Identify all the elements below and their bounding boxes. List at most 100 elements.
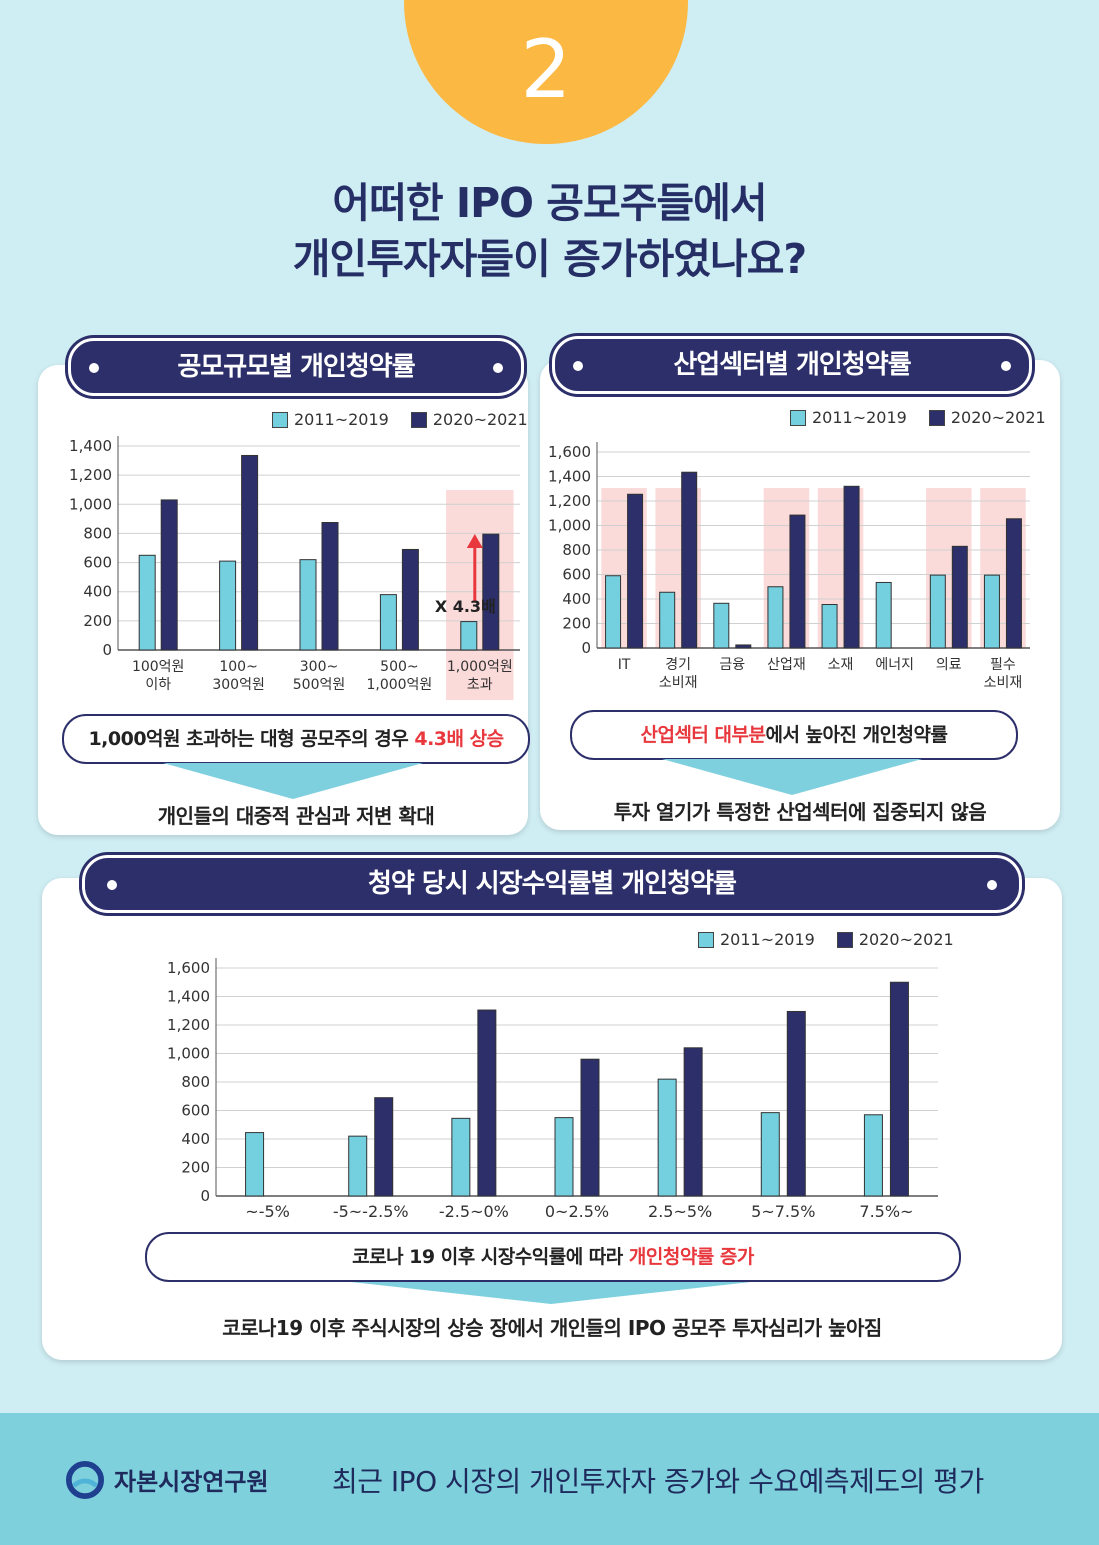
panel3-legend: 2011~2019 2020~2021	[698, 930, 954, 949]
y-tick-label: 1,400	[167, 988, 210, 1006]
multiplier-annotation: X 4.3배	[435, 597, 496, 616]
x-tick-label: 1,000억원	[366, 677, 432, 693]
legend-swatch-2020	[928, 409, 945, 426]
legend-swatch-2020	[836, 931, 853, 948]
bar-2011-2019	[348, 1135, 368, 1197]
footer	[0, 1413, 1099, 1545]
panel1-summary-highlight: 4.3배 상승	[414, 728, 504, 750]
bar-2011-2019	[138, 554, 156, 651]
panel1-arrow	[163, 763, 423, 799]
legend-label-2020: 2020~2021	[950, 408, 1046, 427]
bar-2011-2019	[863, 1114, 883, 1197]
panel2-arrow	[662, 759, 922, 795]
bar-2020-2021	[789, 514, 806, 649]
y-tick-label: 0	[200, 1187, 210, 1205]
panel1-note: 개인들의 대중적 관심과 저변 확대	[157, 804, 435, 828]
panel3-summary-highlight: 개인청약률 증가	[628, 1246, 754, 1268]
x-tick-label: -5~-2.5%	[333, 1202, 409, 1221]
bar-2011-2019	[245, 1132, 265, 1197]
return-bar-chart: 0 200 400 600 800 1,000 1,200 1,400 1,600 ~-5% -5~…	[167, 958, 938, 1221]
legend-label-2020: 2020~2021	[432, 410, 528, 429]
x-tick-label: 경기	[665, 657, 691, 673]
panel2-summary: 산업섹터 대부분에서 높아진 개인청약률	[570, 710, 1018, 760]
panel3-note: 코로나19 이후 주식시장의 상승 장에서 개인들의 IPO 공모주 투자심리가…	[222, 1316, 882, 1340]
y-tick-label: 200	[562, 615, 591, 633]
x-tick-label: 100억원	[132, 659, 184, 675]
y-tick-label: 200	[83, 612, 112, 630]
panel3-arrow	[351, 1282, 751, 1304]
bar-2020-2021	[321, 522, 339, 651]
bar-2020-2021	[951, 545, 968, 649]
bar-2011-2019	[299, 559, 317, 651]
bar-2020-2021	[241, 454, 259, 651]
legend-swatch-2011	[272, 411, 288, 428]
y-tick-label: 600	[83, 554, 112, 572]
x-tick-label: 100~	[219, 659, 257, 675]
y-tick-label: 800	[181, 1073, 210, 1091]
org-logo-icon	[66, 1461, 104, 1499]
x-tick-label: 5~7.5%	[751, 1202, 815, 1221]
panel2-summary-highlight: 산업섹터 대부분	[640, 724, 766, 746]
bar-2020-2021	[374, 1097, 394, 1197]
x-tick-label: 소비재	[984, 675, 1023, 691]
x-tick-label: ~-5%	[245, 1202, 290, 1221]
panel3-header: 청약 당시 시장수익률별 개인청약률	[82, 855, 1022, 913]
header-dot-left	[89, 363, 99, 373]
header-dot-left	[573, 361, 583, 371]
y-tick-label: 800	[83, 524, 112, 542]
x-tick-label: 초과	[467, 677, 493, 693]
legend-swatch-2011	[698, 931, 714, 948]
y-tick-label: 400	[562, 590, 591, 608]
title-line-2: 개인투자자들이 증가하였나요?	[292, 235, 807, 283]
bar-2020-2021	[683, 1047, 703, 1197]
x-tick-label: 500~	[380, 659, 418, 675]
legend-label-2011: 2011~2019	[720, 930, 815, 949]
y-tick-label: 200	[181, 1159, 210, 1177]
y-tick-label: 1,000	[548, 517, 591, 535]
header-dot-right	[987, 880, 997, 890]
x-tick-label: 300~	[300, 659, 338, 675]
bar-2020-2021	[580, 1058, 600, 1197]
panel3-summary: 코로나 19 이후 시장수익률에 따라 개인청약률 증가	[145, 1232, 961, 1282]
x-tick-label: 7.5%~	[859, 1202, 913, 1221]
y-tick-label: 1,200	[167, 1016, 210, 1034]
page-title: 어떠한 IPO 공모주들에서 개인투자자들이 증가하였나요?	[0, 175, 1099, 287]
report-title: 최근 IPO 시장의 개인투자자 증가와 수요예측제도의 평가	[332, 1465, 984, 1498]
y-tick-label: 800	[562, 541, 591, 559]
legend-label-2011: 2011~2019	[294, 410, 389, 429]
bar-2020-2021	[843, 485, 860, 649]
bar-2011-2019	[929, 574, 946, 649]
y-tick-label: 0	[581, 639, 591, 657]
bar-2011-2019	[460, 621, 478, 651]
x-tick-label: 500억원	[293, 677, 345, 693]
x-tick-label: 2.5~5%	[648, 1202, 712, 1221]
y-tick-label: 1,400	[548, 468, 591, 486]
bar-2011-2019	[983, 574, 1000, 649]
header-dot-right	[1001, 361, 1011, 371]
bar-2011-2019	[767, 586, 784, 649]
x-tick-label: 1,000억원	[447, 659, 513, 675]
panel2-summary-text: 에서 높아진 개인청약률	[765, 724, 948, 746]
bar-2020-2021	[401, 548, 419, 651]
panel1-title: 공모규모별 개인청약률	[177, 352, 415, 382]
panel2-title: 산업섹터별 개인청약률	[673, 350, 911, 380]
bar-2020-2021	[482, 533, 500, 651]
bar-2020-2021	[477, 1009, 497, 1197]
panel2-note: 투자 열기가 특정한 산업섹터에 집중되지 않음	[613, 800, 987, 824]
sector-bar-chart: 0 200 400 600 800 1,000 1,200 1,400 1,600 IT 경기소비재…	[548, 442, 1030, 691]
bar-2020-2021	[786, 1010, 806, 1197]
bar-2020-2021	[889, 981, 909, 1197]
legend-label-2011: 2011~2019	[812, 408, 907, 427]
panel3-title: 청약 당시 시장수익률별 개인청약률	[368, 869, 737, 899]
x-tick-label: IT	[618, 657, 631, 673]
panel1-header: 공모규모별 개인청약률	[68, 338, 524, 396]
header-dot-left	[107, 880, 117, 890]
bar-2011-2019	[713, 602, 730, 649]
x-tick-label: 금융	[719, 657, 745, 673]
bar-2011-2019	[219, 560, 237, 651]
panel3-summary-text: 코로나 19 이후 시장수익률에 따라	[352, 1246, 629, 1268]
bar-2020-2021	[681, 471, 698, 649]
y-tick-label: 1,200	[69, 466, 112, 484]
bar-2020-2021	[735, 644, 752, 649]
